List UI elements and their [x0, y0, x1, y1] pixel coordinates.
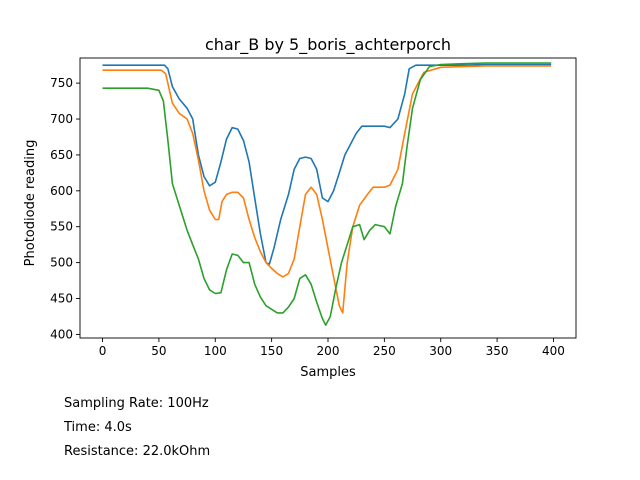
series-line-3 [102, 62, 552, 326]
series-layer [102, 62, 552, 326]
series-line-1 [102, 63, 552, 265]
y-axis-label: Photodiode reading [23, 140, 38, 267]
time-text: Time: 4.0s [64, 420, 132, 435]
y-tick-label: 650 [50, 148, 73, 162]
x-tick-label: 150 [260, 344, 283, 358]
x-tick-label: 300 [429, 344, 452, 358]
x-tick-label: 200 [317, 344, 340, 358]
plot-frame [79, 57, 577, 339]
x-tick-label: 400 [542, 344, 565, 358]
y-tick-label: 500 [50, 256, 73, 270]
x-axis-label: Samples [300, 365, 356, 380]
chart-title: char_B by 5_boris_achterporch [205, 35, 451, 55]
y-tick-label: 600 [50, 184, 73, 198]
x-tick-label: 350 [486, 344, 509, 358]
x-tick-label: 250 [373, 344, 396, 358]
y-tick-label: 450 [50, 292, 73, 306]
x-tick-label: 100 [204, 344, 227, 358]
series-line-2 [102, 65, 552, 314]
y-tick-label: 550 [50, 220, 73, 234]
x-tick-label: 0 [99, 344, 107, 358]
axes-layer: 0 50 100 150 200 250 300 350 400 400 450 500 550 600 6… [50, 57, 577, 358]
y-tick-label: 700 [50, 112, 73, 126]
resistance-text: Resistance: 22.0kOhm [64, 444, 211, 459]
sampling-rate-text: Sampling Rate: 100Hz [64, 396, 209, 411]
y-tick-label: 750 [50, 76, 73, 90]
x-tick-label: 50 [151, 344, 166, 358]
y-tick-label: 400 [50, 327, 73, 341]
